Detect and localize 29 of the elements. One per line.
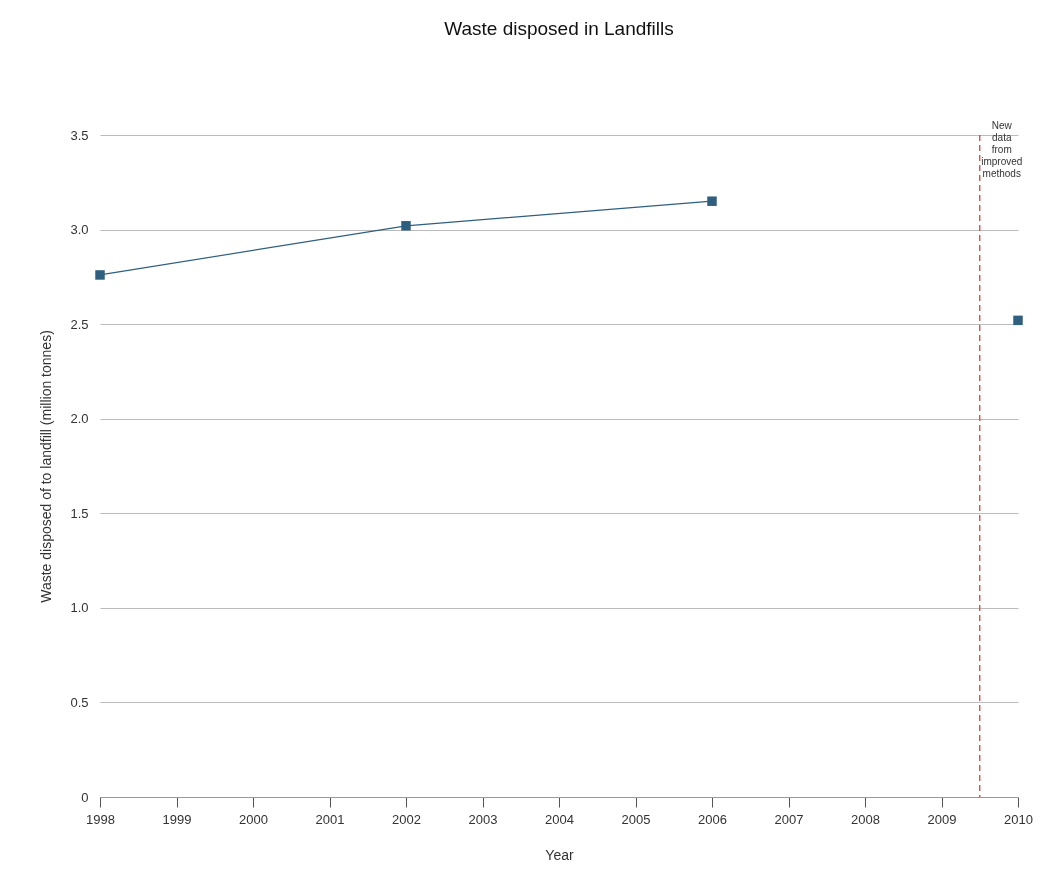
- chart-title: Waste disposed in Landfills: [444, 18, 674, 39]
- x-tick-label: 2005: [621, 811, 651, 827]
- x-tick-label: 2009: [927, 811, 957, 827]
- x-tick-label: 2004: [545, 811, 574, 827]
- y-tick-label: 0: [81, 789, 89, 805]
- point: [401, 221, 411, 231]
- y-tick-label: 1.5: [70, 505, 89, 521]
- x-tick-label: 2006: [698, 811, 727, 827]
- x-tick-label: 2003: [468, 811, 498, 827]
- x-axis-title: Year: [545, 846, 574, 863]
- x-tick-label: 2000: [239, 811, 268, 827]
- point: [95, 270, 105, 280]
- y-axis-title: Waste disposed of to landfill (million tonnes): [38, 330, 55, 603]
- y-tick-label: 2.0: [70, 411, 89, 427]
- y-tick-label: 3.5: [70, 127, 89, 143]
- x-tick-label: 2002: [392, 811, 421, 827]
- point: [1013, 315, 1023, 326]
- point: [707, 196, 717, 206]
- x-tick-label: 2010: [1004, 811, 1033, 827]
- x-tick-label: 2008: [851, 811, 880, 827]
- y-tick-label: 3.0: [70, 222, 89, 238]
- x-tick-label: 1998: [86, 811, 115, 827]
- y-tick-label: 2.5: [70, 316, 89, 332]
- y-tick-label: 1.0: [70, 600, 89, 616]
- y-tick-label: 0.5: [70, 694, 89, 710]
- x-tick-label: 1999: [162, 811, 192, 827]
- ref-line-label: New data from improved methods: [981, 120, 1023, 179]
- x-tick-label: 2001: [315, 811, 345, 827]
- x-tick-label: 2007: [774, 811, 804, 827]
